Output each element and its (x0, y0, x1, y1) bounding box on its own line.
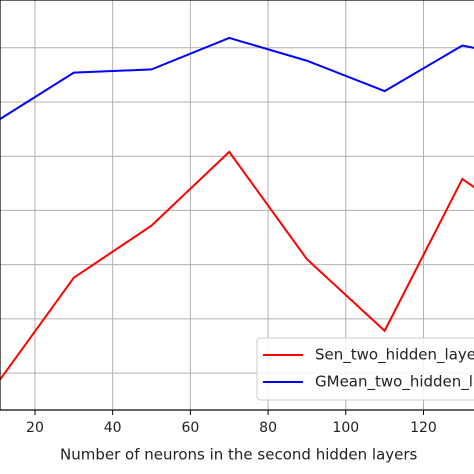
legend-box (256, 337, 474, 401)
legend-label: Sen_two_hidden_layers (315, 346, 474, 365)
data-line (0, 36, 474, 121)
plot-frame (0, 0, 474, 411)
legend-label: GMean_two_hidden_layers (315, 373, 474, 392)
x-axis-label: Number of neurons in the second hidden l… (60, 446, 418, 464)
x-tick-label: 20 (26, 420, 44, 436)
x-tick-label: 60 (181, 420, 199, 436)
x-tick-label: 80 (259, 420, 277, 436)
x-tick-label: 40 (104, 420, 122, 436)
x-tick-label: 120 (410, 420, 437, 436)
data-line (0, 150, 474, 382)
x-tick-label: 100 (332, 420, 359, 436)
